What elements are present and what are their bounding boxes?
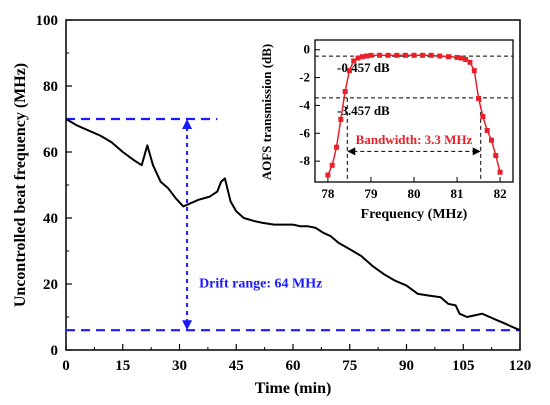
y-tick-label: 40 — [43, 211, 58, 227]
inset-plot-frame — [314, 39, 514, 183]
inset-data-point — [493, 153, 499, 159]
inset-x-tick-label: 81 — [451, 186, 464, 201]
inset-y-tick-label: -4 — [299, 97, 310, 112]
inset-data-point — [355, 55, 361, 61]
inset-bandwidth-arrow-head-right — [472, 147, 481, 156]
inset-data-point — [480, 114, 486, 120]
y-axis-label: Uncontrolled beat frequency (MHz) — [12, 63, 29, 307]
inset-data-point — [497, 169, 503, 175]
x-tick-label: 120 — [509, 358, 532, 374]
inset-x-axis-label: Frequency (MHz) — [361, 207, 468, 222]
inset-data-point — [488, 137, 494, 143]
inset-data-point — [368, 52, 374, 58]
inset-data-point — [364, 53, 370, 59]
inset-data-point — [471, 68, 477, 74]
inset-data-point — [458, 55, 464, 61]
inset-level-label: -3.457 dB — [337, 103, 390, 118]
inset-x-tick-label: 78 — [321, 186, 335, 201]
inset-data-point — [377, 52, 383, 58]
x-tick-label: 30 — [172, 358, 187, 374]
inset-data-point — [334, 144, 340, 150]
inset-data-point — [445, 54, 451, 60]
x-tick-label: 60 — [286, 358, 301, 374]
inset-bandwidth-arrow-head-left — [347, 147, 356, 156]
inset-data-point — [428, 52, 434, 58]
inset-x-tick-label: 79 — [364, 186, 378, 201]
y-tick-label: 80 — [43, 79, 58, 95]
drift-arrow-head-bottom — [182, 320, 193, 331]
x-tick-label: 0 — [62, 358, 70, 374]
inset-data-point — [351, 58, 357, 64]
inset-x-tick-label: 82 — [494, 186, 507, 201]
inset-data-point — [338, 116, 344, 122]
inset-data-point — [359, 54, 365, 60]
y-tick-label: 60 — [43, 145, 58, 161]
inset-data-point — [437, 53, 443, 59]
drift-range-label: Drift range: 64 MHz — [199, 276, 322, 291]
inset-data-point — [411, 52, 417, 58]
x-tick-label: 45 — [229, 358, 244, 374]
x-tick-label: 15 — [115, 358, 130, 374]
beat-frequency-line — [65, 118, 521, 332]
inset-data-point — [402, 52, 408, 58]
inset-y-tick-label: -2 — [299, 70, 310, 85]
inset-data-point — [325, 172, 331, 178]
inset-bandwidth-label: Bandwidth: 3.3 MHz — [356, 132, 473, 147]
inset-data-point — [463, 56, 469, 62]
y-tick-label: 100 — [36, 13, 59, 29]
inset-data-point — [385, 52, 391, 58]
inset-y-tick-label: -6 — [299, 125, 310, 140]
inset-data-point — [467, 59, 473, 65]
inset-data-point — [329, 162, 335, 168]
inset-y-tick-label: -8 — [299, 153, 310, 168]
inset-level-label: -0.457 dB — [337, 60, 390, 75]
x-tick-label: 105 — [452, 358, 475, 374]
inset-y-axis-label: AOFS transmission (dB) — [259, 44, 274, 181]
x-tick-label: 90 — [399, 358, 414, 374]
x-axis-label: Time (min) — [255, 380, 332, 397]
inset-data-point — [346, 68, 352, 74]
inset-data-point — [394, 52, 400, 58]
inset-data-point — [484, 127, 490, 133]
y-tick-label: 20 — [43, 277, 58, 293]
inset-y-tick-label: 0 — [304, 42, 311, 57]
x-tick-label: 75 — [342, 358, 357, 374]
inset-data-point — [420, 52, 426, 58]
inset-x-tick-label: 80 — [408, 186, 421, 201]
inset-data-point — [342, 89, 348, 95]
y-tick-label: 0 — [51, 343, 59, 359]
drift-arrow-head-top — [182, 119, 193, 129]
inset-data-point — [454, 54, 460, 60]
inset-data-point — [476, 95, 482, 101]
